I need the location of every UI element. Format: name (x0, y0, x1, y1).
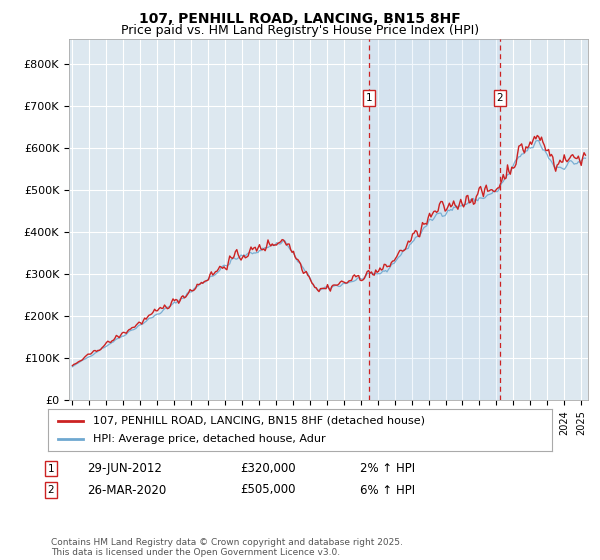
Text: 6% ↑ HPI: 6% ↑ HPI (360, 483, 415, 497)
Text: 2% ↑ HPI: 2% ↑ HPI (360, 462, 415, 475)
Text: £505,000: £505,000 (240, 483, 296, 497)
Text: Contains HM Land Registry data © Crown copyright and database right 2025.
This d: Contains HM Land Registry data © Crown c… (51, 538, 403, 557)
Text: HPI: Average price, detached house, Adur: HPI: Average price, detached house, Adur (94, 434, 326, 444)
Text: Price paid vs. HM Land Registry's House Price Index (HPI): Price paid vs. HM Land Registry's House … (121, 24, 479, 36)
Bar (369, 39, 500, 400)
Text: 1: 1 (366, 93, 373, 103)
Text: 2: 2 (496, 93, 503, 103)
Text: £320,000: £320,000 (240, 462, 296, 475)
Text: 26-MAR-2020: 26-MAR-2020 (87, 483, 166, 497)
Text: 29-JUN-2012: 29-JUN-2012 (87, 462, 162, 475)
Text: 2: 2 (47, 485, 55, 495)
Text: 107, PENHILL ROAD, LANCING, BN15 8HF: 107, PENHILL ROAD, LANCING, BN15 8HF (139, 12, 461, 26)
Text: 1: 1 (47, 464, 55, 474)
Text: 107, PENHILL ROAD, LANCING, BN15 8HF (detached house): 107, PENHILL ROAD, LANCING, BN15 8HF (de… (94, 416, 425, 426)
